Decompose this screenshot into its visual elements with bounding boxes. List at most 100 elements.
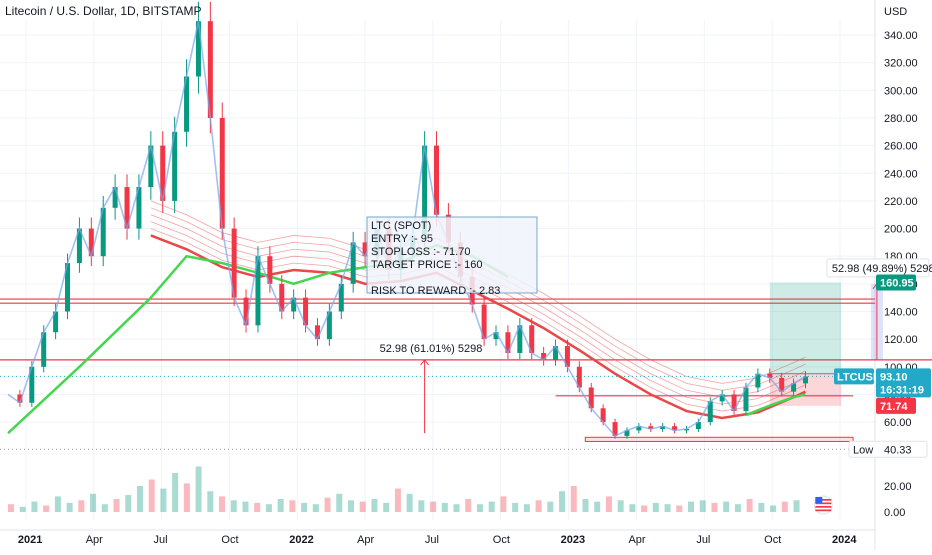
last-price-tag: 93.10 (880, 371, 908, 383)
info-box (366, 216, 538, 294)
flag-stripe (815, 506, 832, 508)
volume-bar (476, 504, 483, 512)
candle-body (338, 283, 344, 312)
volume-bar (488, 501, 495, 512)
candle-body (207, 21, 213, 118)
flag-stripe (815, 509, 832, 512)
volume-bar (406, 493, 413, 512)
candle-body (279, 283, 285, 312)
x-tick-label: Jul (696, 534, 710, 546)
volume-bar (734, 504, 741, 512)
volume-bar (183, 483, 190, 512)
target-price-tag-bg (876, 274, 916, 291)
position-target-zone (769, 282, 842, 374)
candle-body (17, 394, 23, 403)
candle-body (172, 131, 178, 201)
volume-bar (136, 486, 143, 512)
candle-body (767, 373, 773, 378)
volume-bar (512, 502, 519, 512)
info-box-line: ENTRY :- 95 (371, 233, 433, 245)
candle-body (41, 332, 47, 367)
volume-bar (54, 496, 61, 512)
volume-bar (641, 505, 648, 512)
info-box-line: LTC (SPOT) (371, 220, 431, 232)
symbol-title: Litecoin / U.S. Dollar, 1D, BITSTAMP (5, 4, 202, 18)
volume-bar (324, 497, 331, 512)
range-label: 52.98 (49.89%) 5298 (832, 263, 932, 275)
candle-body (529, 325, 535, 353)
volume-bar (617, 500, 624, 512)
last-price-tag-bg (876, 368, 931, 398)
volume-bar (90, 493, 97, 512)
volume-bar (770, 505, 777, 512)
volume-bar (230, 500, 237, 512)
volume-bar (242, 501, 249, 512)
volume-bar (383, 502, 390, 512)
volume-bar (312, 504, 319, 512)
last-price-tag-extra: 16:31:19 (880, 384, 924, 396)
candle-body (29, 366, 35, 403)
candle-body (303, 297, 309, 326)
volume-bar (652, 502, 659, 512)
volume-bar (664, 504, 671, 512)
volume-bar (113, 499, 120, 512)
volume-bar (172, 473, 179, 512)
volume-bar (289, 500, 296, 512)
candle-body (791, 383, 797, 392)
candle-body (160, 145, 166, 201)
volume-bar (125, 495, 132, 512)
x-tick-label: 2022 (289, 534, 313, 546)
symbol-tag-bg (834, 368, 874, 385)
candle-body (326, 311, 332, 340)
candle-body (588, 387, 594, 409)
candle-body (219, 117, 225, 229)
volume-bar (430, 501, 437, 512)
y-tick-label: 120.00 (884, 334, 918, 346)
volume-bar (277, 499, 284, 512)
volume-bar (19, 506, 26, 512)
x-tick-label: Oct (493, 534, 510, 546)
candle-body (231, 228, 237, 298)
candle-body (648, 426, 654, 430)
flag-stripe (815, 502, 832, 505)
candle-body (422, 145, 428, 236)
volume-bar (254, 502, 261, 512)
range-measure-arrow (420, 359, 429, 366)
volume-bar (160, 488, 167, 512)
candle-body (779, 377, 785, 392)
x-tick-label: Apr (628, 534, 645, 546)
volume-bar (43, 505, 50, 512)
candle-body (636, 426, 642, 431)
candle-body (493, 332, 499, 340)
volume-bar (582, 499, 589, 512)
low-tag-bg (848, 440, 928, 458)
info-box-line: TARGET PRICE :- 160 (371, 259, 482, 271)
support-zone (584, 436, 854, 442)
volume-bar (101, 504, 108, 512)
candle-body (76, 228, 82, 264)
volume-bar (78, 500, 85, 512)
candle-body (314, 325, 320, 340)
volume-bar (66, 502, 73, 512)
candle-body (505, 332, 511, 353)
candle-body (112, 187, 118, 208)
volume-bar (195, 466, 202, 512)
volume-bar (418, 500, 425, 512)
volume-bar (465, 499, 472, 512)
candle-body (660, 426, 666, 430)
stop-price-tag: 71.74 (880, 401, 908, 413)
candle-body (731, 394, 737, 412)
candle-body (695, 422, 701, 430)
y-tick-label: 240.00 (884, 168, 918, 180)
volume-tick-label: 20.00 (884, 481, 912, 493)
volume-bar (31, 501, 38, 512)
volume-bar (746, 499, 753, 512)
volume-bar (781, 501, 788, 512)
candle-body (291, 297, 297, 312)
volume-bar (676, 505, 683, 512)
candle-body (612, 422, 618, 436)
candle-body (255, 256, 261, 326)
volume-bar (523, 504, 530, 512)
volume-bar (453, 504, 460, 512)
